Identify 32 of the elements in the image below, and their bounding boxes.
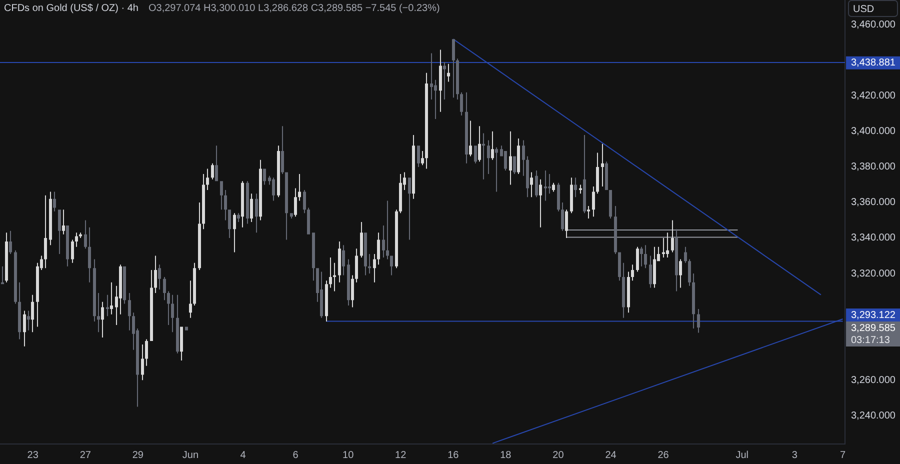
text: 3,289.585: [851, 322, 896, 334]
x-tick-label: Jun: [182, 450, 199, 461]
x-tick-label: 4: [240, 450, 246, 461]
chart-subtitle: O3,297.074 H3,300.010 L3,286.628 C3,289.585 −7.545 (−0.23%): [148, 2, 440, 14]
y-tick-label: 3,260.000: [851, 374, 896, 386]
x-tick-label: 7: [840, 450, 846, 461]
y-tick-label: 3,360.000: [851, 197, 896, 208]
x-tick-label: 24: [605, 450, 617, 461]
text: 03:17:13: [851, 334, 890, 346]
y-tick-label: 3,240.000: [851, 410, 896, 422]
x-tick-label: Jul: [736, 450, 749, 461]
y-tick-label: 3,340.000: [851, 232, 896, 244]
data-label: 3,293.122: [851, 310, 896, 321]
chart-title: CFDs on Gold (US$ / OZ) · 4h: [4, 2, 138, 14]
y-tick-label: 3,320.000: [851, 268, 896, 280]
x-tick-label: 6: [292, 450, 299, 461]
y-tick-label: 3,400.000: [851, 126, 896, 138]
y-tick-label: 3,420.000: [851, 90, 896, 102]
x-tick-label: 23: [27, 450, 39, 461]
x-tick-label: 12: [395, 450, 407, 461]
y-tick-label: 3,460.000: [851, 20, 896, 31]
x-tick-label: 16: [448, 450, 460, 461]
x-tick-label: 18: [500, 450, 512, 461]
x-tick-label: 29: [132, 450, 144, 461]
x-tick-label: 3: [792, 450, 798, 461]
x-tick-label: 20: [552, 450, 564, 461]
x-tick-label: 27: [80, 450, 92, 461]
x-tick-label: 26: [658, 450, 670, 461]
y-tick-label: 3,380.000: [851, 162, 896, 173]
y-axis-title: USD: [853, 4, 874, 15]
ref-line-label: 3,438.881: [851, 58, 896, 69]
x-tick-label: 10: [342, 450, 354, 461]
